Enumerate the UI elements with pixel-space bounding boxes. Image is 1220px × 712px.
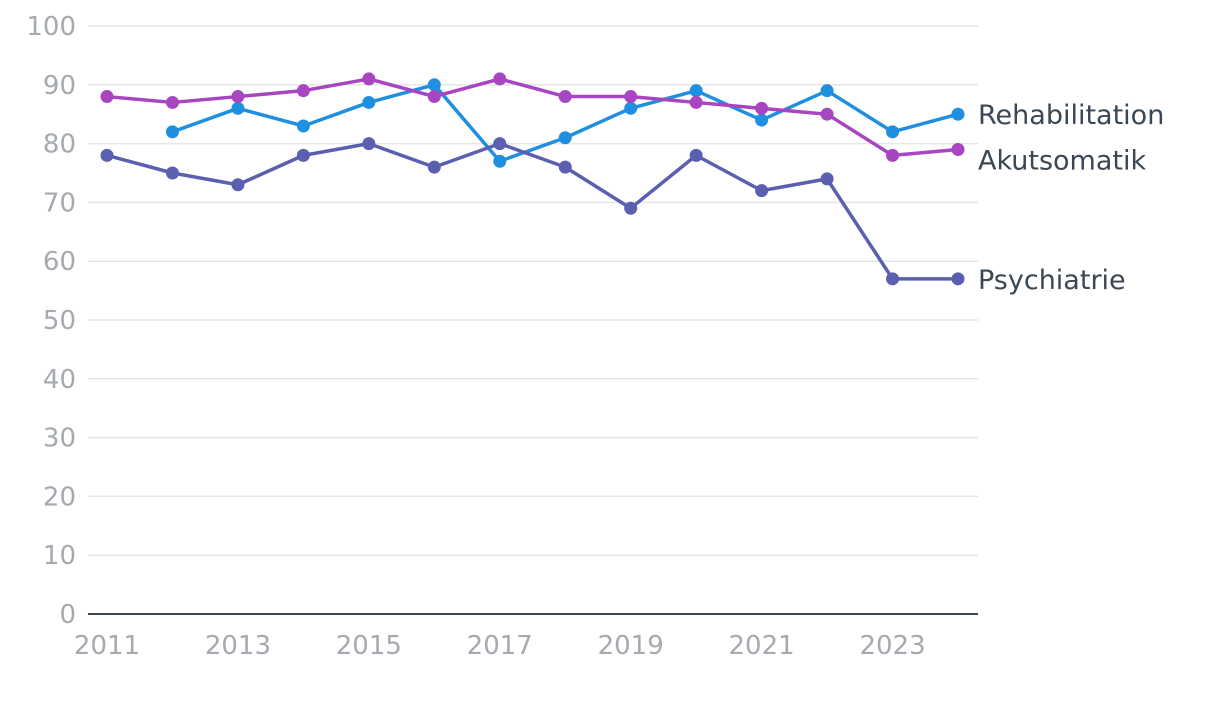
data-point bbox=[100, 90, 114, 104]
data-point bbox=[951, 142, 965, 156]
data-point bbox=[165, 95, 179, 109]
series-line bbox=[105, 141, 960, 281]
data-point bbox=[886, 148, 900, 162]
data-point bbox=[231, 90, 245, 104]
series-label: Rehabilitation bbox=[978, 100, 1164, 131]
series-label: Psychiatrie bbox=[978, 265, 1126, 296]
series-label: Akutsomatik bbox=[978, 145, 1146, 176]
y-tick-label: 90 bbox=[43, 71, 76, 101]
data-point bbox=[755, 101, 769, 115]
data-point bbox=[951, 272, 965, 286]
data-point bbox=[624, 101, 638, 115]
series-lines bbox=[100, 72, 965, 286]
data-point bbox=[493, 137, 507, 151]
series-labels: Rehabilitation Akutsomatik Psychiatrie bbox=[978, 100, 1164, 296]
data-point bbox=[296, 148, 310, 162]
data-point bbox=[362, 95, 376, 109]
y-tick-label: 70 bbox=[43, 188, 76, 218]
data-point bbox=[755, 184, 769, 198]
series-psychiatrie bbox=[100, 137, 965, 286]
x-axis-ticks: 2011 2013 2015 2017 2019 2021 2023 bbox=[74, 631, 926, 661]
data-point bbox=[493, 154, 507, 168]
y-tick-label: 60 bbox=[43, 247, 76, 277]
data-point bbox=[558, 90, 572, 104]
data-point bbox=[296, 84, 310, 98]
x-tick-label: 2021 bbox=[729, 631, 795, 661]
data-point bbox=[886, 272, 900, 286]
data-point bbox=[689, 84, 703, 98]
y-tick-label: 10 bbox=[43, 541, 76, 571]
data-point bbox=[624, 90, 638, 104]
y-tick-label: 30 bbox=[43, 424, 76, 454]
x-tick-label: 2023 bbox=[859, 631, 925, 661]
x-tick-label: 2011 bbox=[74, 631, 140, 661]
y-tick-label: 40 bbox=[43, 365, 76, 395]
data-point bbox=[427, 78, 441, 92]
x-tick-label: 2017 bbox=[467, 631, 533, 661]
data-point bbox=[362, 72, 376, 86]
data-point bbox=[427, 160, 441, 174]
x-tick-label: 2013 bbox=[205, 631, 271, 661]
data-point bbox=[820, 84, 834, 98]
data-point bbox=[231, 178, 245, 192]
data-point bbox=[820, 107, 834, 121]
data-point bbox=[165, 166, 179, 180]
y-tick-label: 100 bbox=[26, 12, 76, 42]
data-point bbox=[296, 119, 310, 133]
data-point bbox=[558, 131, 572, 145]
series-rehabilitation bbox=[165, 78, 965, 168]
data-point bbox=[755, 113, 769, 127]
data-point bbox=[100, 148, 114, 162]
data-point bbox=[624, 201, 638, 215]
data-point bbox=[689, 148, 703, 162]
data-point bbox=[427, 90, 441, 104]
y-tick-label: 20 bbox=[43, 482, 76, 512]
y-tick-label: 50 bbox=[43, 306, 76, 336]
series-akutsomatik bbox=[100, 72, 965, 162]
data-point bbox=[362, 137, 376, 151]
data-point bbox=[558, 160, 572, 174]
data-point bbox=[165, 125, 179, 139]
y-tick-label: 80 bbox=[43, 130, 76, 160]
data-point bbox=[493, 72, 507, 86]
x-tick-label: 2015 bbox=[336, 631, 402, 661]
data-point bbox=[820, 172, 834, 186]
series-line bbox=[105, 77, 960, 158]
y-tick-label: 0 bbox=[59, 600, 76, 630]
data-point bbox=[951, 107, 965, 121]
y-axis-ticks: 0 10 20 30 40 50 60 70 80 90 100 bbox=[26, 12, 76, 630]
data-point bbox=[689, 95, 703, 109]
x-tick-label: 2019 bbox=[598, 631, 664, 661]
data-point bbox=[886, 125, 900, 139]
data-point bbox=[231, 101, 245, 115]
grid-lines bbox=[88, 25, 978, 556]
